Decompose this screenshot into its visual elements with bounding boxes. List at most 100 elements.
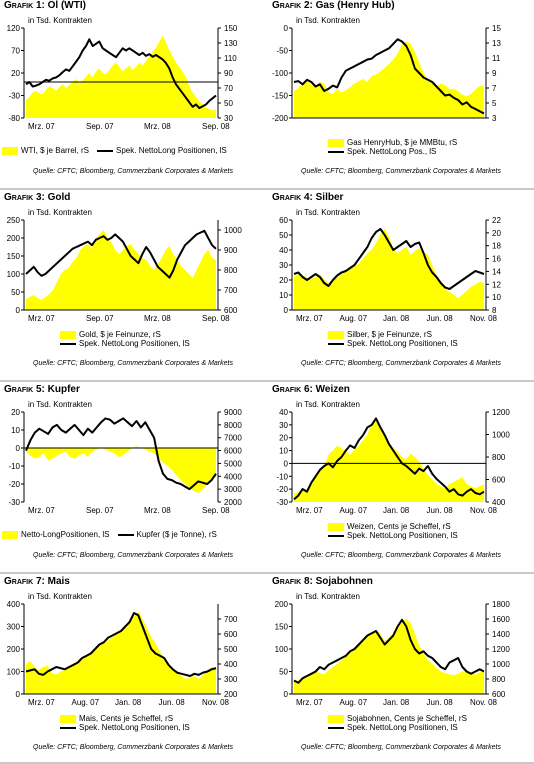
- line-series: [25, 38, 217, 110]
- x-tick-label: Mrz. 08: [144, 314, 171, 323]
- chart-prefix: Grafik 5: [4, 384, 42, 395]
- right-tick-label: 5000: [224, 459, 242, 468]
- source-note: Quelle: CFTC; Bloomberg, Commerzbank Cor…: [301, 552, 501, 559]
- left-tick-label: 120: [7, 24, 21, 33]
- left-tick-label: 20: [279, 276, 288, 285]
- left-tick-label: 0: [284, 459, 289, 468]
- legend: Sojabohnen, Cents je Scheffel, rS Spek. N…: [328, 714, 467, 732]
- legend-fill-swatch: [328, 138, 344, 147]
- chart-panel-5: Grafik 5: Kupfer in Tsd. Kontrakten 20 10 0 -…: [2, 384, 264, 572]
- chart-panel-3: Grafik 3: Gold in Tsd. Kontrakten 250 200 15…: [2, 192, 264, 380]
- legend-label: Gold, $ je Feinunze, rS: [79, 330, 161, 339]
- unit-label: in Tsd. Kontrakten: [296, 16, 360, 25]
- right-tick-label: 8000: [224, 421, 242, 430]
- legend-item-line: Spek. NettoLong Positionen, lS: [328, 723, 467, 732]
- legend-line-swatch: [328, 534, 344, 537]
- legend-label: WTI, $ je Barrel, rS: [21, 146, 90, 155]
- legend-fill-swatch: [60, 330, 76, 339]
- right-tick-label: 20: [492, 229, 501, 238]
- legend-label: Spek. NettoLong Positionen, lS: [347, 531, 458, 540]
- left-tick-label: 0: [284, 690, 289, 699]
- right-tick-label: 600: [492, 476, 506, 485]
- legend-label: Kupfer ($ je Tonne), rS: [136, 530, 217, 539]
- left-tick-label: 70: [11, 47, 20, 56]
- line-series: [293, 38, 485, 115]
- x-tick-label: Jun. 08: [427, 698, 454, 707]
- x-tick-label: Mrz. 07: [296, 506, 323, 515]
- right-tick-label: 800: [492, 453, 506, 462]
- chart-panel-8: Grafik 8: Sojabohnen in Tsd. Kontrakten 20…: [270, 576, 532, 764]
- fill-series-area: [26, 230, 216, 310]
- chart-svg: 250 200 150 100 50 0 1000 900 800 700 600 Mrz. 07 Se…: [7, 216, 243, 323]
- legend-fill-swatch: [2, 146, 18, 155]
- chart-prefix: Grafik 3: [4, 192, 42, 203]
- right-tick-label: 400: [492, 498, 506, 507]
- x-tick-label: Sep. 08: [202, 506, 230, 515]
- legend-line-swatch: [328, 726, 344, 729]
- line-series: [25, 612, 217, 677]
- legend-label: Mais, Cents je Scheffel, rS: [79, 714, 174, 723]
- chart-title: Grafik 1: Öl (WTI): [4, 0, 86, 11]
- line-series: [293, 417, 485, 501]
- left-tick-label: 60: [279, 216, 288, 225]
- chart-title: Grafik 5: Kupfer: [4, 384, 80, 395]
- fill-series-area: [26, 611, 216, 694]
- left-tick-label: 30: [279, 421, 288, 430]
- right-tick-label: 7000: [224, 434, 242, 443]
- chart-prefix: Grafik 1: [4, 0, 42, 11]
- line-series: [293, 618, 485, 684]
- right-tick-label: 50: [224, 99, 233, 108]
- unit-label: in Tsd. Kontrakten: [296, 400, 360, 409]
- right-tick-label: 13: [492, 39, 501, 48]
- left-tick-label: 200: [7, 234, 21, 243]
- legend-label: Spek. NettoLong Positionen, lS: [116, 146, 227, 155]
- source-note: Quelle: CFTC; Bloomberg, Commerzbank Cor…: [301, 168, 501, 175]
- left-tick-label: -200: [272, 114, 289, 123]
- right-tick-label: 10: [492, 293, 501, 302]
- left-tick-label: -30: [8, 498, 20, 507]
- chart-name: Gold: [47, 192, 71, 203]
- left-tick-label: 100: [275, 645, 289, 654]
- left-tick-label: 200: [7, 645, 21, 654]
- legend-line-swatch: [328, 150, 344, 153]
- x-tick-label: Sep. 07: [86, 506, 114, 515]
- chart-title: Grafik 8: Sojabohnen: [272, 576, 373, 587]
- source-note: Quelle: CFTC; Bloomberg, Commerzbank Cor…: [301, 744, 501, 751]
- x-tick-label: Mrz. 08: [144, 506, 171, 515]
- left-tick-label: -10: [276, 472, 288, 481]
- right-tick-label: 5: [492, 99, 497, 108]
- chart-title: Grafik 2: Gas (Henry Hub): [272, 0, 395, 11]
- legend-row: Netto-LongPositionen, lS Kupfer ($ je Ton…: [2, 530, 217, 539]
- x-tick-label: Mrz. 07: [296, 698, 323, 707]
- x-tick-label: Mrz. 08: [144, 122, 171, 131]
- legend-item-fill: Gas HenryHub, $ je MMBtu, rS: [328, 138, 457, 147]
- right-tick-label: 200: [224, 690, 238, 699]
- line-series: [25, 229, 217, 279]
- x-tick-label: Jan. 08: [383, 314, 410, 323]
- legend: Gas HenryHub, $ je MMBtu, rS Spek. NettoL…: [328, 138, 457, 156]
- x-tick-label: Nov. 08: [470, 314, 498, 323]
- chart-panel-2: Grafik 2: Gas (Henry Hub) in Tsd. Kontrak…: [270, 0, 532, 188]
- chart-prefix: Grafik 8: [272, 576, 310, 587]
- legend-item-fill: Weizen, Cents je Scheffel, rS: [328, 522, 458, 531]
- x-tick-label: Mrz. 07: [28, 698, 55, 707]
- right-tick-label: 30: [224, 114, 233, 123]
- legend-label: Gas HenryHub, $ je MMBtu, rS: [347, 138, 458, 147]
- right-tick-label: 2000: [224, 498, 242, 507]
- x-tick-label: Sep. 08: [202, 122, 230, 131]
- legend-label: Netto-LongPositionen, lS: [21, 530, 110, 539]
- right-tick-label: 12: [492, 280, 501, 289]
- right-tick-label: 1600: [492, 615, 510, 624]
- x-tick-label: Nov. 08: [470, 698, 498, 707]
- chart-panel-1: Grafik 1: Öl (WTI) in Tsd. Kontrakten 120 7…: [2, 0, 264, 188]
- left-tick-label: 50: [279, 231, 288, 240]
- left-tick-label: 0: [16, 690, 21, 699]
- left-tick-label: -30: [8, 92, 20, 101]
- right-tick-label: 700: [224, 286, 238, 295]
- right-tick-label: 18: [492, 242, 501, 251]
- line-series: [25, 417, 217, 491]
- right-tick-label: 6000: [224, 447, 242, 456]
- x-tick-label: Jun. 08: [427, 314, 454, 323]
- chart-title: Grafik 7: Mais: [4, 576, 70, 587]
- chart-svg: 0 -50 -100 -150 -200 15 13 11 9 7 5 3: [272, 24, 501, 123]
